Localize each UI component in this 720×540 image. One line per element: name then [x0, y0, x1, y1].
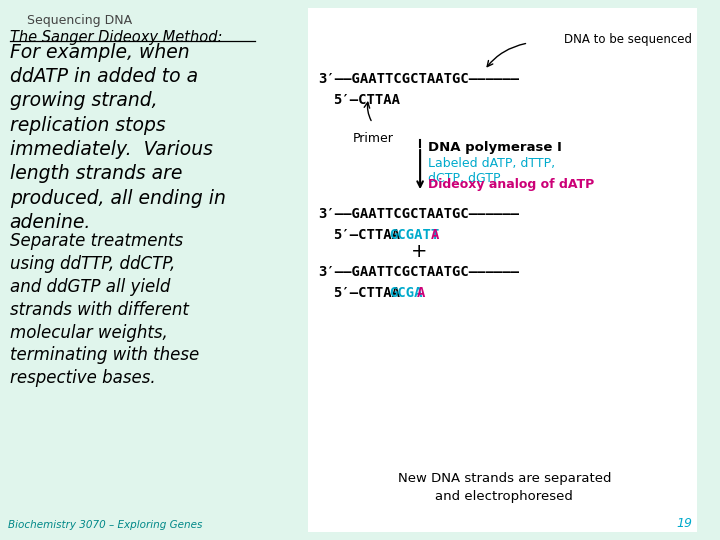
Text: 3′——GAATTCGCTAATGC——————: 3′——GAATTCGCTAATGC——————	[318, 265, 519, 279]
Text: The Sanger Dideoxy Method:: The Sanger Dideoxy Method:	[10, 30, 222, 45]
Text: 3′——GAATTCGCTAATGC——————: 3′——GAATTCGCTAATGC——————	[318, 207, 519, 221]
Text: A: A	[431, 228, 439, 242]
Text: Labeled dATP, dTTP,
dCTP, dGTP: Labeled dATP, dTTP, dCTP, dGTP	[428, 157, 555, 185]
Text: Biochemistry 3070 – Exploring Genes: Biochemistry 3070 – Exploring Genes	[8, 520, 202, 530]
Text: 19: 19	[677, 517, 693, 530]
Text: Primer: Primer	[353, 132, 394, 145]
Text: +: +	[411, 242, 428, 261]
Text: 3′——GAATTCGCTAATGC——————: 3′——GAATTCGCTAATGC——————	[318, 72, 519, 86]
Text: Dideoxy analog of dATP: Dideoxy analog of dATP	[428, 178, 594, 191]
Text: 5′—CTTAA: 5′—CTTAA	[333, 228, 400, 242]
Text: A: A	[417, 286, 426, 300]
Text: DNA polymerase I: DNA polymerase I	[428, 141, 562, 154]
Text: For example, when
ddATP in added to a
growing strand,
replication stops
immediat: For example, when ddATP in added to a gr…	[10, 43, 225, 232]
Text: 5′—CTTAA: 5′—CTTAA	[333, 286, 400, 300]
Text: Separate treatments
using ddTTP, ddCTP,
and ddGTP all yield
strands with differe: Separate treatments using ddTTP, ddCTP, …	[10, 232, 199, 387]
Text: DNA to be sequenced: DNA to be sequenced	[564, 33, 693, 46]
FancyBboxPatch shape	[308, 8, 697, 532]
Text: GCGA: GCGA	[390, 286, 423, 300]
Text: New DNA strands are separated
and electrophoresed: New DNA strands are separated and electr…	[397, 472, 611, 503]
Text: GCGATT: GCGATT	[390, 228, 439, 242]
Text: 5′—CTTAA: 5′—CTTAA	[333, 93, 400, 107]
Text: Sequencing DNA: Sequencing DNA	[27, 14, 132, 27]
